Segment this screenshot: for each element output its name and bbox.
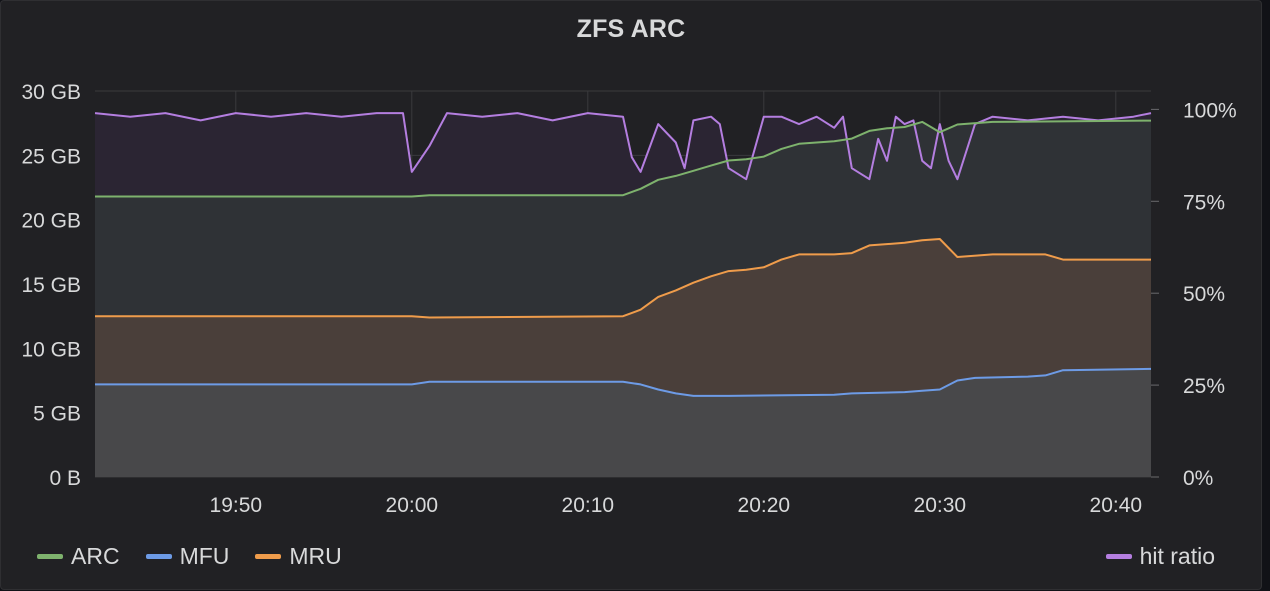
- y-right-tick-label: 75%: [1183, 191, 1225, 214]
- series-line-mru: [95, 238, 1151, 319]
- series-line-hit-ratio: [94, 112, 1152, 181]
- y-right-tick-label: 25%: [1183, 375, 1225, 398]
- legend-swatch: [145, 553, 172, 559]
- legend-swatch: [255, 553, 282, 559]
- series-area-mfu: [95, 368, 1151, 477]
- y-right-tick-label: 0%: [1183, 467, 1213, 490]
- series-line-arc: [95, 119, 1152, 198]
- legend-label: MFU: [179, 542, 230, 569]
- legend-label: MRU: [289, 542, 342, 569]
- x-tick-label: 19:50: [210, 494, 263, 517]
- legend-swatch: [1105, 553, 1132, 559]
- y-left-tick-label: 10 GB: [21, 338, 81, 361]
- x-tick-label: 20:10: [562, 494, 615, 517]
- y-left-tick-label: 20 GB: [21, 210, 81, 233]
- legend-label: ARC: [71, 542, 120, 569]
- legend-item-mfu[interactable]: MFU: [145, 542, 230, 570]
- legend-item-mru[interactable]: MRU: [255, 542, 342, 570]
- x-tick-label: 20:00: [386, 494, 439, 517]
- y-right-tick-label: 50%: [1183, 283, 1225, 306]
- legend-item-hit-ratio[interactable]: hit ratio: [1105, 542, 1215, 570]
- series-line-mfu: [95, 367, 1152, 397]
- x-tick-label: 20:30: [914, 494, 967, 517]
- panel-title: ZFS ARC: [576, 15, 686, 43]
- x-tick-label: 20:20: [738, 494, 791, 517]
- y-left-tick-label: 5 GB: [33, 403, 81, 426]
- y-left-tick-label: 30 GB: [21, 81, 81, 104]
- legend-left: ARC MFU MRU: [37, 541, 368, 571]
- y-left-tick-label: 15 GB: [21, 274, 81, 297]
- y-left-tick-label: 0 B: [49, 467, 81, 490]
- legend-label: hit ratio: [1139, 542, 1215, 569]
- y-right-tick-label: 100%: [1183, 99, 1237, 122]
- y-left-tick-label: 25 GB: [21, 145, 81, 168]
- legend-right: hit ratio: [1105, 541, 1241, 571]
- x-tick-label: 20:40: [1090, 494, 1143, 517]
- legend-item-arc[interactable]: ARC: [37, 543, 120, 570]
- legend-swatch: [37, 553, 63, 559]
